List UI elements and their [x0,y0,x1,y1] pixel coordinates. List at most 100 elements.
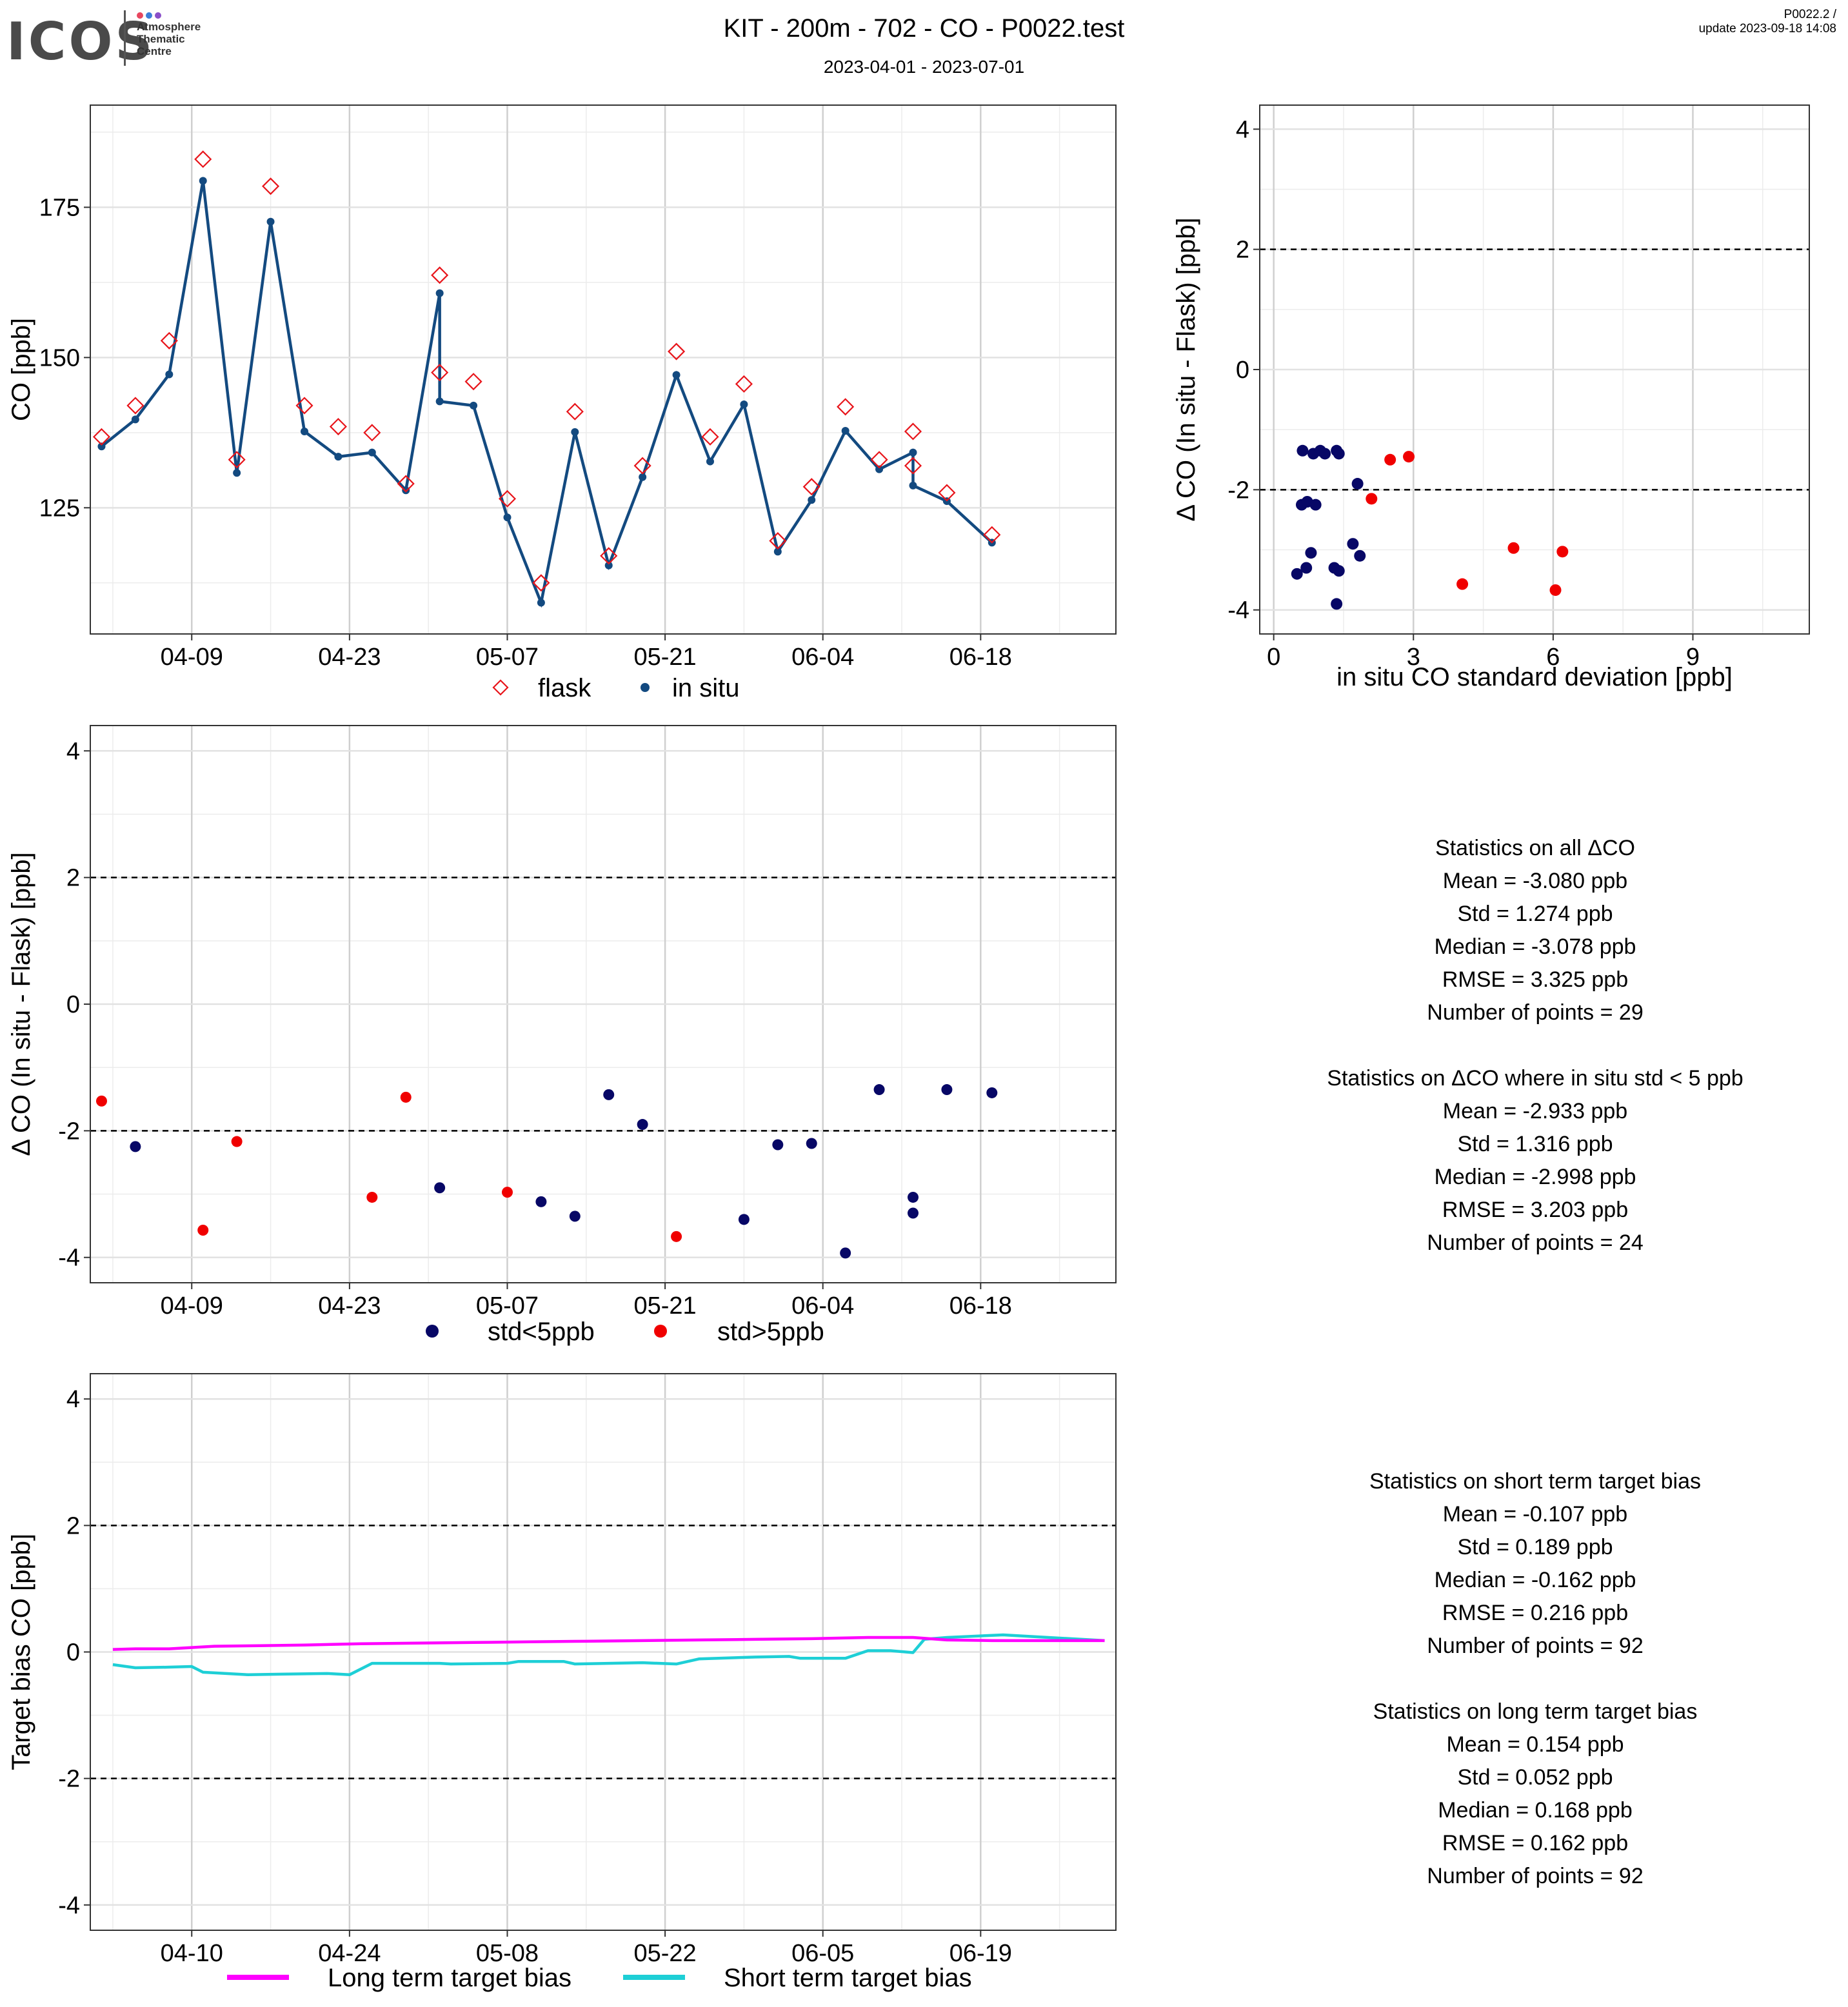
data-point [1507,542,1520,554]
data-point [334,453,343,461]
data-point [535,1196,547,1207]
data-point [904,422,922,440]
y-tick-label: -2 [58,1766,80,1793]
data-point [95,1095,107,1107]
y-tick-label: -4 [1227,597,1249,624]
data-point [808,496,816,504]
y-tick-label: -2 [58,1118,80,1145]
data-point [986,1087,998,1098]
flask-statistics: Statistics on all ΔCO Mean = -3.080 ppb St… [1213,832,1848,1260]
y-tick-label: 2 [66,865,80,892]
data-point [1384,453,1396,466]
stat-line: Statistics on short term target bias [1369,1469,1701,1494]
data-point [300,427,308,435]
x-tick-label: 05-07 [476,1292,539,1320]
data-point [907,1191,919,1203]
stat-line: Statistics on all ΔCO [1435,836,1635,860]
page-title: KIT - 200m - 702 - CO - P0022.test [723,14,1125,43]
stat-line: Mean = -3.080 ppb [1442,869,1628,893]
data-point [769,532,787,550]
data-point [397,475,415,493]
data-point [841,427,849,435]
data-point [909,448,917,457]
y-tick-label: 0 [66,991,80,1018]
legend-delta: std<5ppb std>5ppb [426,1318,824,1346]
data-point [498,489,517,508]
y-tick-label: 4 [66,1386,80,1413]
data-point [569,1211,581,1222]
stat-line: Number of points = 92 [1427,1864,1644,1888]
plot-frame [90,1373,1117,1931]
data-point [197,1225,209,1236]
x-tick-label: 05-21 [633,1292,696,1320]
data-point [130,1141,141,1152]
timeseries-panel: 04-09 04-23 05-07 05-21 06-04 06-18 125 150 175 C… [7,104,1117,671]
data-point [875,465,884,473]
stat-line: Mean = -0.107 ppb [1442,1502,1628,1527]
data-point [806,1138,817,1149]
data-point [1549,584,1562,596]
data-point [904,457,922,475]
target-bias-statistics: Statistics on short term target bias Mean… [1213,1465,1848,1893]
x-tick-label: 04-09 [161,1292,223,1320]
data-point [131,415,139,424]
y-tick-label: -4 [58,1245,80,1272]
legend-label: std>5ppb [717,1318,824,1346]
data-point [199,177,207,185]
data-point [1403,451,1415,463]
x-tick-label: 06-19 [949,1940,1012,1967]
data-point [363,424,381,442]
data-point [672,371,681,379]
data-point [126,397,144,415]
data-point [600,547,618,565]
data-point [92,428,111,446]
data-point [1300,562,1313,574]
data-point [231,1136,243,1147]
plot-frame [90,725,1117,1283]
data-point [470,401,478,410]
data-point [266,217,275,226]
data-point [773,548,782,556]
data-point [1305,547,1317,559]
y-axis-label: Target bias CO [ppb] [7,1534,35,1770]
stat-line: Std = 0.052 ppb [1457,1765,1613,1790]
stat-line: Number of points = 29 [1427,1000,1644,1025]
stat-line: Median = 0.168 ppb [1438,1798,1633,1823]
data-point [434,1182,446,1194]
delta_timeseries-panel: 04-09 04-23 05-07 05-21 06-04 06-18 -4 -2 0 2 4 Δ C… [7,725,1117,1320]
data-point [1556,546,1569,558]
stat-line [1213,1029,1848,1062]
data-point [1351,478,1364,490]
data-point [706,457,714,466]
legend-bias: Long term target bias Short term target b… [227,1964,972,1992]
y-tick-label: 0 [1236,357,1249,384]
data-point [837,398,855,416]
data-point [1333,565,1345,577]
stat-line: Std = 0.189 ppb [1457,1535,1613,1559]
data-point [431,364,449,382]
target_bias-panel: 04-10 04-24 05-08 05-22 06-05 06-19 -4 -2 0 2 4 Tar… [7,1373,1117,1967]
data-point [637,1119,648,1131]
data-point [366,1191,378,1203]
data-point [909,481,917,489]
data-point [639,473,647,481]
y-tick-label: 4 [66,738,80,765]
y-axis-label: CO [ppb] [7,318,35,421]
legend-label: in situ [672,674,740,702]
x-tick-label: 9 [1686,644,1700,671]
data-point [501,1187,513,1198]
data-point [938,484,956,502]
legend-label: Short term target bias [724,1964,972,1992]
data-point [604,561,613,569]
data-point [503,513,512,522]
short-term-bias-line [112,1633,1105,1677]
data-point [1309,499,1322,511]
data-point [633,457,651,475]
legend-marker [654,1325,667,1338]
data-point [603,1089,615,1100]
x-tick-label: 06-04 [791,644,854,671]
x-tick-label: 06-18 [949,1292,1012,1320]
stat-line: Median = -2.998 ppb [1434,1165,1636,1189]
data-point [941,1084,953,1096]
